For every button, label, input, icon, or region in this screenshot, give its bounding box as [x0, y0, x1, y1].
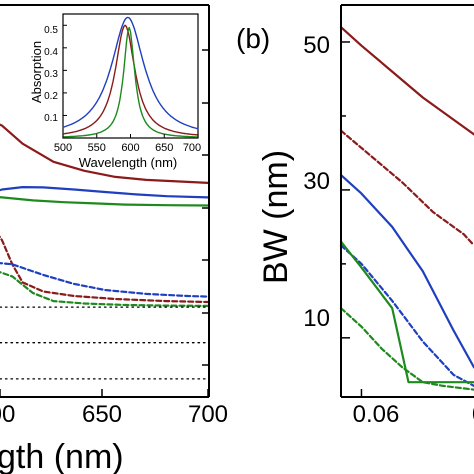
- panel-b-label: (b): [236, 23, 270, 54]
- panel-b-y-tick-label: 30: [303, 168, 330, 195]
- inset-y-tick-label: 0.1: [44, 113, 58, 124]
- inset-x-tick-label: 550: [88, 142, 106, 154]
- panel-b-series-line: [339, 244, 474, 387]
- inset-x-tick-label: 500: [54, 142, 72, 154]
- panel-a: 00 650 700 gth (nm) 500 550 600 650 700 …: [0, 4, 228, 474]
- panel-b-series-group: [339, 26, 474, 391]
- panel-a-tick-group: [0, 49, 209, 397]
- inset-y-tick-label: 0.5: [44, 25, 58, 36]
- inset-y-tick-label: 0.2: [44, 91, 58, 102]
- inset-chart: 500 550 600 650 700 0.1 0.2 0.3 0.4 0.5 …: [29, 13, 201, 170]
- panel-a-series-line: [0, 271, 210, 307]
- inset-x-tick-label: 650: [155, 142, 173, 154]
- panel-a-series-line: [0, 235, 210, 304]
- panel-b-y-tick-label: 50: [303, 32, 330, 59]
- inset-x-axis-label: Wavelength (nm): [79, 155, 178, 170]
- panel-b-tick-group: [341, 41, 363, 397]
- panel-b-series-line: [339, 129, 474, 247]
- panel-b-x-tick-label: 0: [472, 401, 474, 428]
- panel-a-series-line: [0, 196, 210, 207]
- panel-b-series-line: [339, 240, 474, 384]
- panel-b-x-tick-label: 0.06: [353, 401, 400, 428]
- panel-a-x-tick-label: 00: [0, 401, 15, 428]
- inset-y-tick-label: 0.4: [44, 47, 58, 58]
- panel-b: (b) BW (nm) 50 30 10 0.06 0: [236, 4, 474, 428]
- panel-b-y-axis-label: BW (nm): [257, 150, 295, 284]
- inset-x-tick-label: 700: [183, 142, 201, 154]
- inset-tick-group: [62, 24, 199, 138]
- panel-a-x-axis-label: gth (nm): [0, 438, 124, 474]
- panel-a-series-line: [0, 186, 210, 199]
- panel-a-x-tick-label: 650: [82, 401, 122, 428]
- inset-series-group: [62, 16, 199, 138]
- panel-b-series-line: [339, 307, 474, 391]
- inset-y-tick-label: 0.3: [44, 69, 58, 80]
- inset-series-line: [62, 16, 199, 130]
- inset-y-axis-label: Absorption: [29, 41, 44, 103]
- panel-a-series-line: [0, 262, 210, 298]
- inset-x-tick-label: 600: [121, 142, 139, 154]
- panel-a-series-group: [0, 123, 210, 380]
- inset-series-line: [62, 26, 199, 138]
- panel-b-y-tick-label: 10: [303, 305, 330, 332]
- inset-series-line: [62, 24, 199, 136]
- panel-a-x-tick-label: 700: [188, 401, 228, 428]
- panel-a-series-line: [0, 123, 210, 184]
- panel-b-series-line: [339, 174, 474, 369]
- panel-b-series-line: [339, 26, 474, 136]
